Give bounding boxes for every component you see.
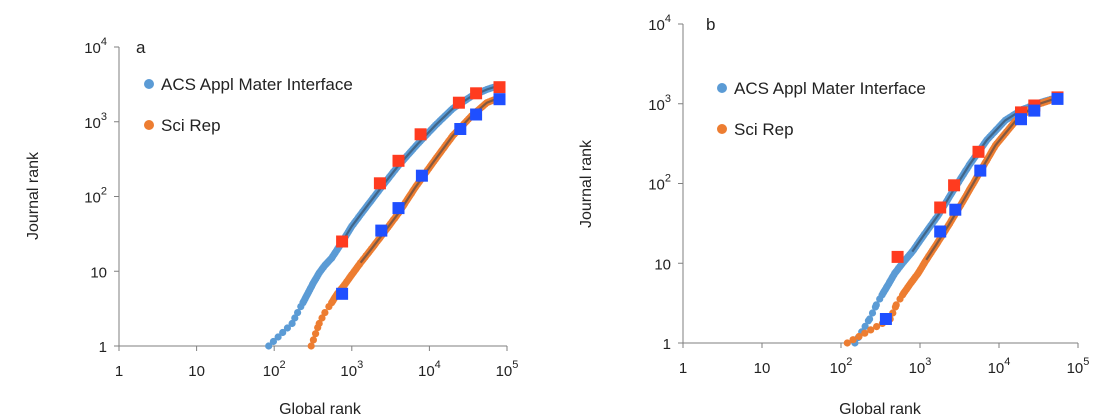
panel-a-series-3 (336, 93, 506, 300)
panel-b-square-marker (1028, 104, 1041, 117)
panel-b-x-tick-label: 105 (1067, 356, 1090, 377)
panel-a-x-tick-label: 102 (263, 359, 286, 380)
panel-a-square-marker (415, 169, 428, 182)
panel-b-legend-swatch (717, 124, 727, 134)
panel-a-square-marker (470, 108, 483, 121)
panel-a-legend-swatch (144, 79, 154, 89)
panel-a-y-tick-label: 1 (99, 339, 107, 356)
panel-b-square-marker (879, 313, 892, 325)
panel-a-x-tick-label: 104 (418, 359, 441, 380)
panel-a-square-marker (373, 177, 386, 190)
panel-b-series-0 (851, 93, 1062, 347)
panel-a-data-point (269, 337, 277, 346)
panel-b-data-point (866, 315, 874, 323)
panel-a-data-point (307, 342, 315, 350)
panel-a-data-point (309, 336, 317, 344)
panel-b-y-tick-label: 1 (663, 336, 671, 353)
panel-b-x-tick-label: 102 (830, 356, 853, 377)
panel-b-y-tick-label: 10 (654, 256, 671, 273)
panel-b-data-point (873, 323, 881, 331)
panel-b-series-3 (879, 92, 1064, 325)
panel-a-legend-label: Sci Rep (161, 116, 221, 135)
panel-a-data-point (315, 319, 323, 328)
panel-a-x-tick-label: 105 (496, 359, 519, 380)
panel-a-data-point (283, 324, 291, 332)
panel-b-legend-label: Sci Rep (734, 120, 794, 139)
panel-b-square-marker (934, 201, 947, 214)
panel-a-y-tick-label: 102 (84, 186, 107, 207)
panel-b-y-tick-label: 103 (648, 93, 671, 114)
panel-b-square-marker (972, 145, 985, 158)
panel-b-y-tick-label: 102 (648, 173, 671, 194)
panel-a-x-tick-label: 10 (188, 363, 205, 380)
panel-a-y-tick-label: 10 (90, 264, 107, 281)
panel-a-square-marker (336, 287, 349, 300)
panel-a-square-marker (470, 87, 483, 100)
panel-b-x-tick-label: 1 (679, 360, 687, 377)
panel-b-data-point (861, 322, 869, 330)
panel-a-square-marker (375, 224, 388, 237)
chart-panel-a: 1 10 102 103 104 105 1 10 102 103 104 Global rank Jo… (25, 36, 518, 418)
panel-b-x-tick-label: 104 (988, 356, 1011, 377)
panel-a-series-1 (307, 94, 504, 350)
panel-a-square-marker (493, 93, 506, 106)
panel-b-square-marker (974, 164, 987, 177)
panel-a-data-point (274, 333, 282, 341)
panel-a-legend-label: ACS Appl Mater Interface (161, 75, 353, 94)
panel-a-y-axis-title: Journal rank (25, 151, 42, 240)
panel-a-data-point (265, 342, 273, 350)
panel-b-data-point (892, 301, 900, 309)
panel-b-x-tick-label: 10 (754, 360, 771, 377)
panel-a-y-tick-label: 103 (84, 111, 107, 132)
panel-b-square-marker (1015, 113, 1027, 126)
panel-a-data-point (294, 309, 302, 317)
panel-b-data-point (872, 301, 880, 309)
panel-a-square-marker (454, 123, 467, 135)
panel-a-data-point (288, 319, 296, 328)
panel-b-data-point (849, 336, 857, 344)
panel-a-data-point (291, 314, 299, 322)
panel-a-data-point (312, 330, 320, 338)
panel-a-series-2 (336, 81, 506, 248)
panel-a-data-point (279, 328, 287, 337)
panel-a-square-marker (493, 81, 506, 94)
panel-a-square-marker (414, 128, 427, 141)
panel-b-data-point (861, 329, 869, 337)
panel-a-y-tick-label: 104 (84, 36, 107, 57)
panel-b-data-point (843, 339, 851, 347)
panel-b-x-axis-title: Global rank (839, 401, 922, 418)
panel-b-square-marker (948, 179, 961, 192)
panel-a-data-point (321, 309, 329, 317)
panel-a-letter: a (136, 38, 146, 57)
panel-b-data-point (867, 326, 875, 334)
panel-a-square-marker (392, 202, 405, 215)
panel-b-data-point (868, 309, 877, 317)
panel-b-y-axis-title: Journal rank (578, 139, 595, 228)
panel-a-data-point (318, 314, 326, 322)
panel-b-square-marker (891, 250, 904, 263)
panel-b-square-marker (1051, 92, 1064, 105)
panel-b-legend-label: ACS Appl Mater Interface (734, 79, 926, 98)
panel-a-square-marker (336, 235, 349, 248)
panel-a-x-axis-title: Global rank (279, 401, 362, 418)
panel-a-legend-swatch (144, 120, 154, 130)
panel-b-legend-swatch (717, 83, 727, 93)
chart-panel-b: 1 10 102 103 104 105 1 10 102 103 104 Global rank Jo… (578, 13, 1089, 418)
panel-a-square-marker (392, 154, 405, 167)
panel-b-x-tick-label: 103 (909, 356, 932, 377)
panel-b-y-tick-label: 104 (648, 13, 671, 34)
panel-b-square-marker (934, 225, 947, 238)
panel-b-data-point (855, 332, 863, 341)
panel-a-square-marker (452, 96, 465, 109)
panel-a-x-tick-label: 103 (340, 359, 363, 380)
panel-a-x-tick-label: 1 (115, 363, 123, 380)
panel-b-square-marker (949, 203, 962, 216)
panel-b-letter: b (706, 15, 715, 34)
